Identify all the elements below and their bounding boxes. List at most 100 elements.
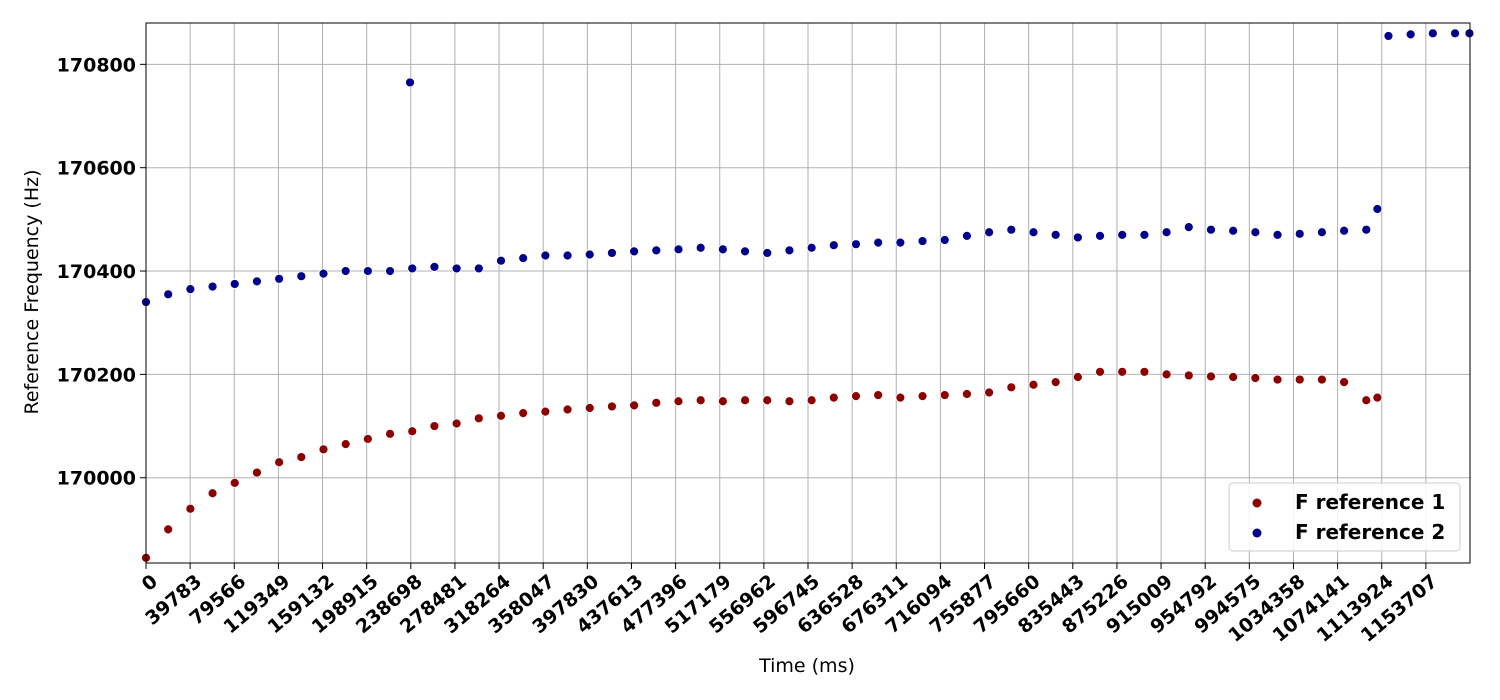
point-f-reference-1 <box>340 439 351 450</box>
point-f-reference-2 <box>673 244 684 255</box>
point-f-reference-1 <box>984 387 995 398</box>
point-f-reference-1 <box>296 452 307 462</box>
point-f-reference-2 <box>1206 224 1216 235</box>
point-f-reference-1 <box>1372 392 1383 403</box>
point-f-reference-1 <box>451 418 462 429</box>
y-tick-label: 170800 <box>57 54 136 76</box>
point-f-reference-2 <box>540 250 551 261</box>
point-f-reference-2 <box>828 240 839 251</box>
legend-marker-f-reference-1 <box>1252 498 1262 508</box>
point-f-reference-2 <box>717 244 728 255</box>
point-f-reference-2 <box>318 268 329 279</box>
point-f-reference-2 <box>185 284 196 295</box>
point-f-reference-1 <box>939 390 950 400</box>
point-f-reference-2 <box>362 266 373 276</box>
y-tick-label: 170600 <box>57 158 136 180</box>
point-f-reference-2 <box>1361 224 1372 235</box>
grid <box>145 23 1470 563</box>
point-f-reference-2 <box>1228 225 1239 236</box>
point-f-reference-1 <box>740 395 750 406</box>
point-f-reference-2 <box>917 236 928 246</box>
point-f-reference-2 <box>806 242 817 253</box>
y-tick-label: 170400 <box>57 261 136 283</box>
point-f-reference-2 <box>1427 28 1438 39</box>
point-f-reference-2 <box>740 246 750 257</box>
point-f-reference-1 <box>851 391 861 401</box>
point-f-reference-2 <box>562 250 573 261</box>
point-f-reference-1 <box>385 428 395 439</box>
point-f-reference-1 <box>673 396 684 407</box>
point-f-reference-1 <box>629 400 640 411</box>
point-f-reference-2 <box>1464 28 1475 39</box>
point-f-reference-1 <box>828 392 839 403</box>
y-tick-label: 170200 <box>57 364 136 386</box>
point-f-reference-1 <box>1095 366 1105 377</box>
point-f-reference-2 <box>1339 225 1349 236</box>
point-f-reference-2 <box>629 246 640 257</box>
point-f-reference-2 <box>163 289 174 300</box>
point-f-reference-2 <box>296 271 307 282</box>
y-tick-label: 170000 <box>57 468 136 490</box>
point-f-reference-2 <box>651 245 662 256</box>
point-f-reference-1 <box>163 524 174 535</box>
legend-box <box>1228 482 1461 552</box>
point-f-reference-1 <box>1339 377 1349 388</box>
point-f-reference-2 <box>407 263 418 274</box>
x-tick-label: 0 <box>138 570 162 595</box>
legend-label-f-reference-2: F reference 2 <box>1295 520 1445 544</box>
point-f-reference-2 <box>405 77 415 88</box>
legend-label-f-reference-1: F reference 1 <box>1295 490 1445 514</box>
point-f-reference-2 <box>1072 232 1083 243</box>
point-f-reference-1 <box>252 467 262 478</box>
point-f-reference-2 <box>939 235 950 245</box>
point-f-reference-2 <box>496 255 506 266</box>
point-f-reference-2 <box>1272 229 1283 240</box>
point-f-reference-1 <box>1006 382 1017 393</box>
point-f-reference-2 <box>1372 204 1383 214</box>
point-f-reference-2 <box>984 227 995 238</box>
point-f-reference-1 <box>584 403 595 413</box>
point-f-reference-1 <box>207 488 218 499</box>
point-f-reference-1 <box>1272 374 1283 385</box>
point-f-reference-1 <box>473 413 484 424</box>
legend-marker-f-reference-2 <box>1252 528 1262 538</box>
point-f-reference-1 <box>1028 379 1039 390</box>
point-f-reference-1 <box>407 426 418 437</box>
point-f-reference-2 <box>1095 230 1105 241</box>
point-f-reference-2 <box>1006 224 1017 235</box>
point-f-reference-2 <box>1183 222 1194 233</box>
point-f-reference-2 <box>962 230 972 241</box>
legend: F reference 1 F reference 2 <box>1228 482 1461 552</box>
point-f-reference-2 <box>229 279 240 289</box>
point-f-reference-2 <box>518 253 529 264</box>
point-f-reference-2 <box>451 263 462 274</box>
point-f-reference-1 <box>318 444 329 455</box>
point-f-reference-2 <box>851 239 861 250</box>
point-f-reference-2 <box>1117 229 1128 240</box>
point-f-reference-1 <box>1361 395 1372 406</box>
point-f-reference-1 <box>496 410 506 421</box>
point-f-reference-2 <box>895 237 906 248</box>
point-f-reference-2 <box>695 242 706 253</box>
point-f-reference-2 <box>584 249 595 260</box>
axes <box>140 22 1471 569</box>
point-f-reference-2 <box>762 248 773 258</box>
y-axis-label: Reference Frequency (Hz) <box>21 170 43 415</box>
point-f-reference-1 <box>717 396 728 407</box>
point-f-reference-1 <box>895 392 906 403</box>
point-f-reference-1 <box>1050 377 1061 388</box>
point-f-reference-2 <box>385 266 395 276</box>
point-f-reference-2 <box>1250 227 1261 238</box>
point-f-reference-2 <box>1450 28 1460 39</box>
point-f-reference-2 <box>1383 31 1394 41</box>
point-f-reference-1 <box>229 478 240 488</box>
point-f-reference-2 <box>207 281 218 292</box>
point-f-reference-1 <box>1183 370 1194 381</box>
point-f-reference-1 <box>607 401 617 412</box>
point-f-reference-1 <box>1072 372 1083 382</box>
point-f-reference-1 <box>962 389 972 399</box>
point-f-reference-1 <box>762 395 773 406</box>
point-f-reference-2 <box>274 273 285 284</box>
point-f-reference-2 <box>1028 227 1039 238</box>
